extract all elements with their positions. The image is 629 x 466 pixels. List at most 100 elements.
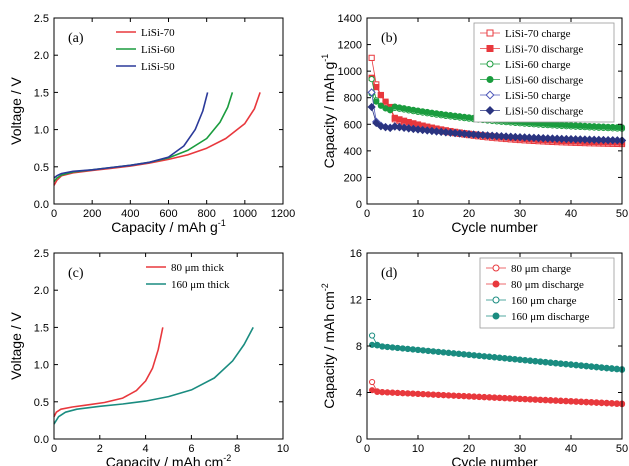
y-tick-label: 0 xyxy=(356,434,362,446)
data-point xyxy=(404,345,411,353)
legend-marker xyxy=(486,60,494,68)
data-point xyxy=(567,398,575,405)
x-tick-label: 0 xyxy=(364,208,370,220)
y-tick-label: 8 xyxy=(356,341,362,353)
legend-entry: LiSi-50 xyxy=(141,61,175,73)
data-point xyxy=(603,399,610,406)
legend-entry: LiSi-70 charge xyxy=(505,28,571,40)
data-point xyxy=(435,391,442,398)
data-point xyxy=(522,395,529,403)
data-point xyxy=(440,349,447,356)
data-point xyxy=(369,378,376,386)
data-point xyxy=(368,76,375,83)
data-point xyxy=(583,398,590,405)
legend-marker xyxy=(492,280,500,288)
y-tick-label: 1.0 xyxy=(34,360,49,372)
data-point xyxy=(445,349,452,356)
x-tick-label: 600 xyxy=(159,208,177,220)
data-point xyxy=(445,392,452,399)
data-point xyxy=(501,355,508,362)
y-tick-label: 1000 xyxy=(338,66,362,78)
data-point xyxy=(532,396,539,403)
y-axis-label: Voltage / V xyxy=(8,76,24,144)
data-point xyxy=(481,353,488,360)
panel-label: (d) xyxy=(381,266,398,281)
data-point xyxy=(384,343,391,351)
legend-marker xyxy=(492,312,500,320)
x-tick-label: 10 xyxy=(412,443,424,455)
data-point xyxy=(491,394,498,401)
data-point xyxy=(537,358,544,365)
data-point xyxy=(588,363,595,370)
data-point xyxy=(562,397,570,404)
data-point xyxy=(384,389,391,396)
data-point xyxy=(404,390,411,397)
data-point xyxy=(476,393,483,400)
data-point xyxy=(527,396,534,403)
panel-a: 0 200 400 600 800 1000 1200 0.0 0.5 1.0 1.5 2.0 2.5 C… xyxy=(8,13,295,235)
y-tick-label: 200 xyxy=(344,172,362,184)
data-point xyxy=(389,389,396,396)
data-point xyxy=(409,390,416,397)
data-point xyxy=(506,355,513,362)
x-tick-label: 0 xyxy=(364,443,370,455)
legend-entry: LiSi-60 xyxy=(141,44,175,56)
y-tick-label: 16 xyxy=(350,248,362,260)
series-line-3 xyxy=(53,92,209,179)
legend: 80 μm charge 80 μm discharge 160 μm charge… xyxy=(479,257,615,329)
data-point xyxy=(593,363,600,370)
data-point xyxy=(496,354,503,361)
data-point xyxy=(373,98,380,105)
legend-marker xyxy=(492,264,500,272)
x-tick-label: 50 xyxy=(616,443,628,455)
x-tick-label: 800 xyxy=(197,208,215,220)
panel-label: (b) xyxy=(381,31,398,46)
x-tick-label: 50 xyxy=(616,208,628,220)
panel-label: (a) xyxy=(68,31,84,46)
data-point xyxy=(440,391,447,399)
y-tick-label: 0.5 xyxy=(34,397,49,409)
x-tick-label: 8 xyxy=(234,443,240,455)
x-tick-label: 0 xyxy=(51,443,57,455)
plot-frame xyxy=(53,252,284,440)
data-point xyxy=(369,332,376,339)
y-tick-label: 0.0 xyxy=(34,199,49,211)
x-tick-label: 0 xyxy=(51,208,57,220)
plot-frame xyxy=(366,17,623,205)
x-tick-label: 1200 xyxy=(271,208,295,220)
legend-entry: 80 μm charge xyxy=(511,263,571,275)
y-tick-label: 2.5 xyxy=(34,13,49,25)
data-point xyxy=(450,392,457,399)
legend-entry: 80 μm discharge xyxy=(511,279,584,291)
data-point xyxy=(369,341,376,348)
data-point xyxy=(527,357,534,364)
data-point xyxy=(506,395,513,402)
y-tick-label: 600 xyxy=(344,119,362,131)
y-tick-label: 2.0 xyxy=(34,285,49,297)
data-point xyxy=(425,347,432,354)
legend-entry: 160 μm charge xyxy=(511,295,577,307)
y-axis-label: Capacity / mAh g-1 xyxy=(320,54,337,169)
data-point xyxy=(430,348,437,355)
x-tick-label: 10 xyxy=(412,208,424,220)
data-point xyxy=(374,342,381,349)
x-axis-label: Capacity / mAh cm-2 xyxy=(106,453,232,466)
legend-entry: LiSi-60 discharge xyxy=(505,75,583,87)
data-point xyxy=(501,394,508,402)
y-tick-label: 2.0 xyxy=(34,50,49,62)
data-point xyxy=(409,346,416,353)
data-point xyxy=(430,391,437,398)
x-tick-label: 30 xyxy=(514,208,526,220)
data-point xyxy=(557,397,564,404)
series-line-1 xyxy=(53,327,164,418)
data-point xyxy=(367,88,376,97)
data-point xyxy=(382,98,389,105)
data-point xyxy=(511,355,519,363)
legend-entry: 160 μm thick xyxy=(171,279,230,291)
legend-marker xyxy=(485,105,495,116)
data-point xyxy=(511,395,519,402)
y-tick-label: 1400 xyxy=(338,13,362,25)
legend-marker xyxy=(486,76,494,83)
data-point xyxy=(486,353,493,360)
